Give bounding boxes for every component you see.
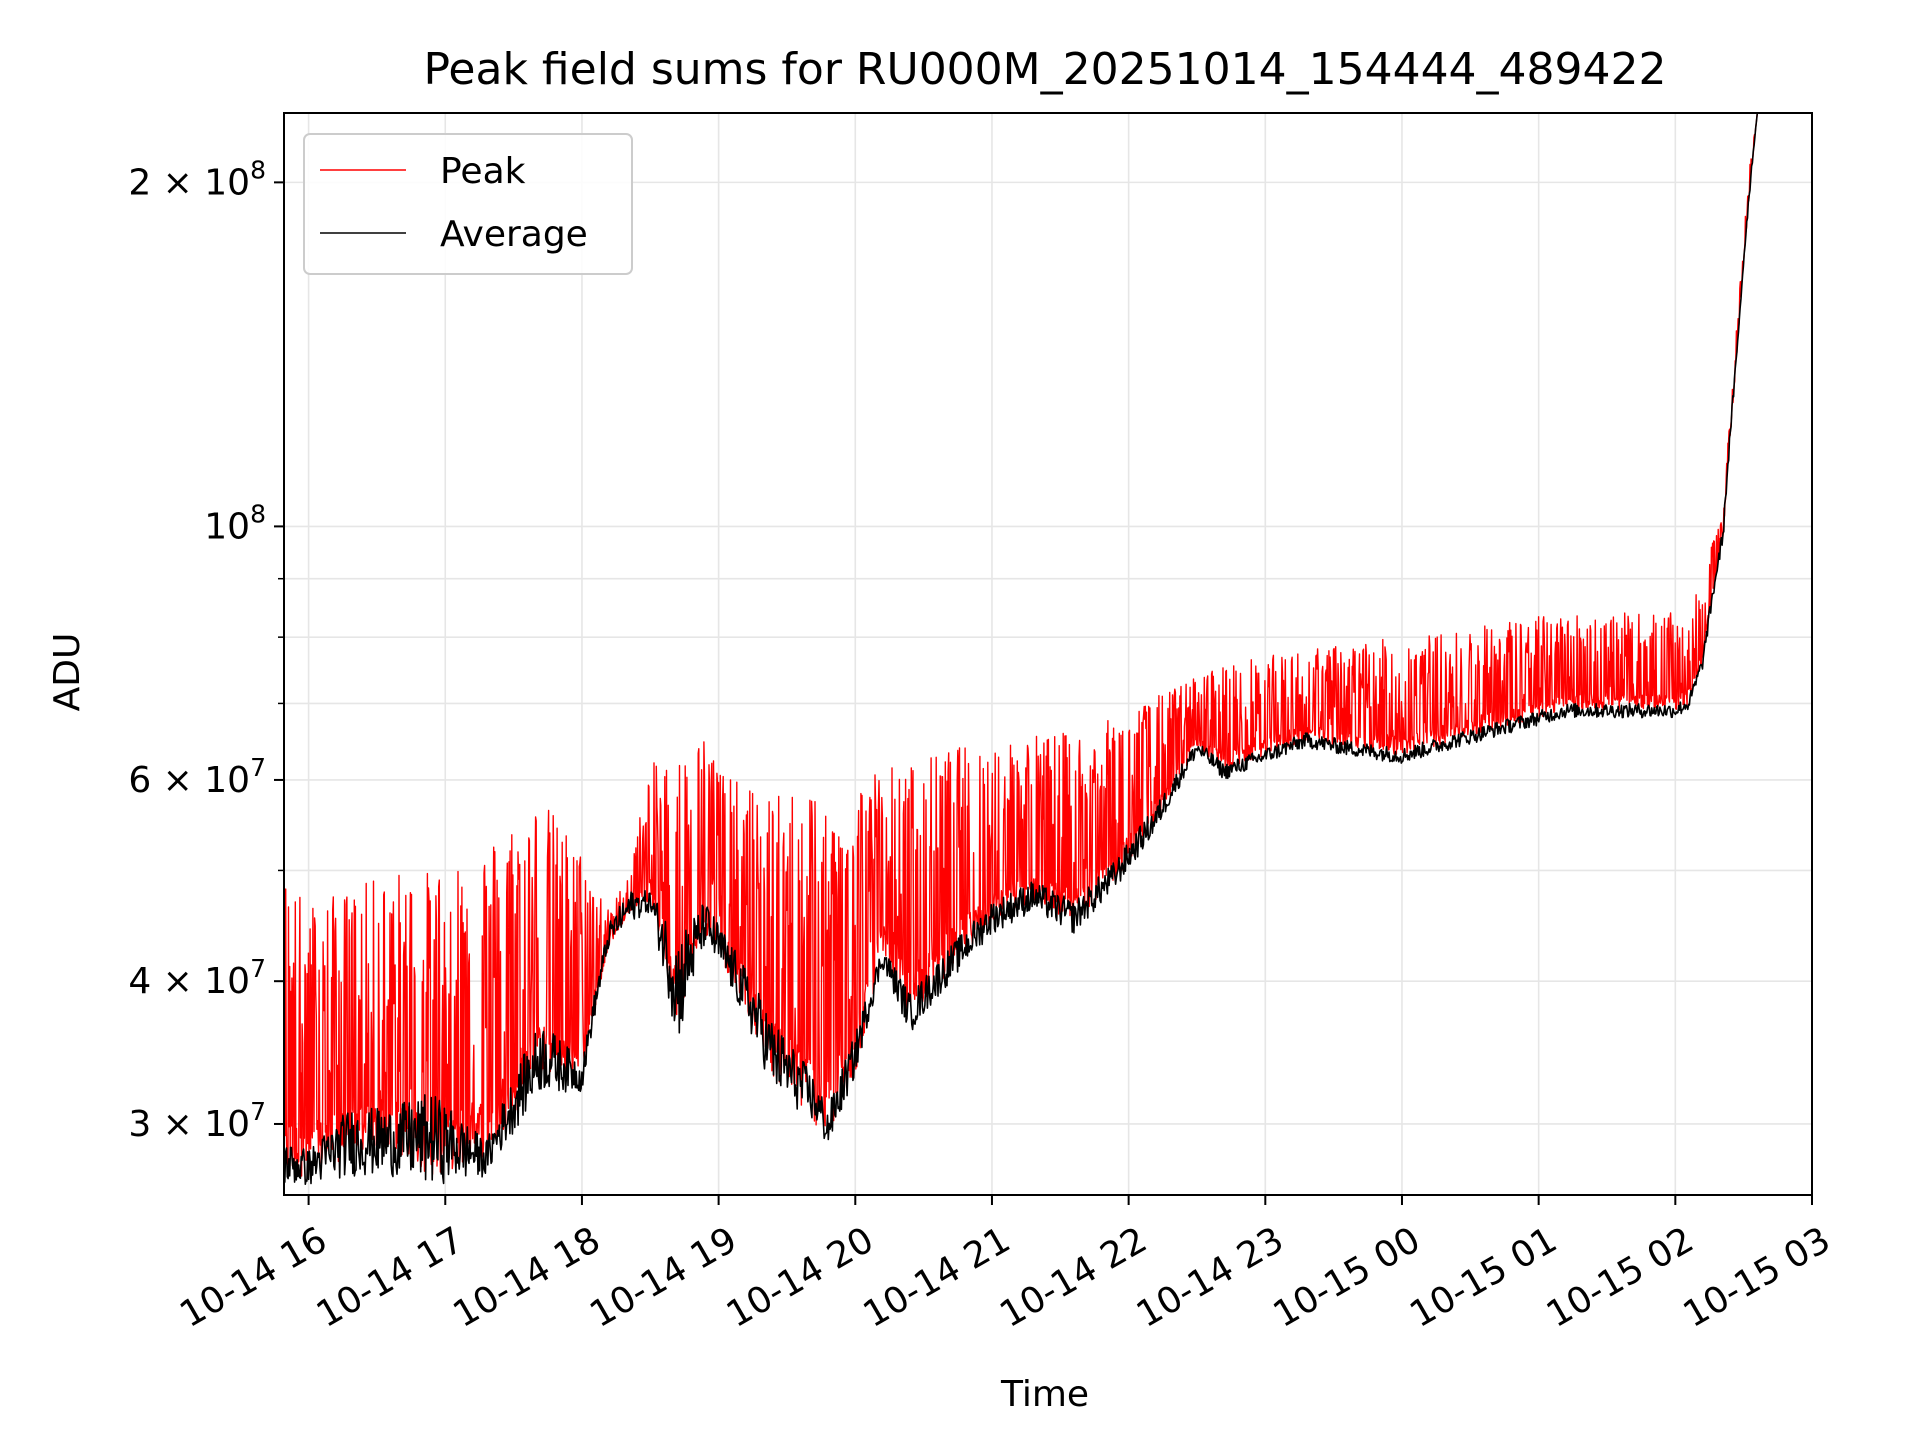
- series-line-peak: [284, 113, 1759, 1177]
- x-tick-label: 10-14 20: [720, 1219, 881, 1335]
- series-layer: [284, 113, 1759, 1185]
- y-tick-exponent: 7: [250, 1097, 266, 1126]
- x-tick-label: 10-14 23: [1130, 1219, 1291, 1335]
- x-tick-label: 10-14 17: [310, 1219, 471, 1335]
- y-tick-base: 10: [204, 760, 250, 801]
- y-tick-exponent: 8: [250, 499, 266, 528]
- y-tick-times: ×: [151, 1104, 204, 1145]
- legend-label-average: Average: [440, 214, 588, 255]
- y-tick-base: 10: [204, 506, 250, 547]
- x-tick-label: 10-15 02: [1540, 1219, 1701, 1335]
- y-tick-base: 10: [204, 1104, 250, 1145]
- legend: Peak Average: [303, 133, 633, 275]
- x-tick-label: 10-14 22: [993, 1219, 1154, 1335]
- y-tick-label: 4 × 107: [128, 954, 266, 1002]
- y-tick-mantissa: 3: [128, 1104, 151, 1145]
- x-tick-label: 10-14 18: [447, 1219, 608, 1335]
- y-tick-base: 10: [204, 961, 250, 1002]
- chart-title: Peak field sums for RU000M_20251014_1544…: [423, 44, 1666, 95]
- plot-frame: [283, 112, 1813, 1196]
- y-tick-times: ×: [151, 760, 204, 801]
- y-tick-exponent: 7: [250, 954, 266, 983]
- y-tick-label: 3 × 107: [128, 1097, 266, 1145]
- y-tick-base: 10: [204, 162, 250, 203]
- x-axis-label: Time: [1000, 1374, 1089, 1415]
- x-tick-label: 10-15 00: [1267, 1219, 1428, 1335]
- legend-box: [303, 133, 633, 275]
- x-tick-label: 10-15 01: [1403, 1219, 1564, 1335]
- y-tick-exponent: 8: [250, 155, 266, 184]
- x-tick-label: 10-14 16: [173, 1219, 334, 1335]
- y-tick-label: 2 × 108: [128, 155, 266, 203]
- x-tick-label: 10-14 19: [583, 1219, 744, 1335]
- y-tick-mantissa: 2: [128, 162, 151, 203]
- y-tick-exponent: 7: [250, 753, 266, 782]
- y-tick-times: ×: [151, 961, 204, 1002]
- x-tick-label: 10-14 21: [857, 1219, 1018, 1335]
- y-tick-label: 108: [204, 499, 266, 547]
- y-axis-label: ADU: [47, 633, 88, 712]
- y-tick-times: ×: [151, 162, 204, 203]
- y-tick-mantissa: 4: [128, 961, 151, 1002]
- series-line-average: [284, 113, 1759, 1185]
- x-tick-label: 10-15 03: [1677, 1219, 1838, 1335]
- y-tick-mantissa: 6: [128, 760, 151, 801]
- legend-label-peak: Peak: [440, 151, 526, 192]
- y-tick-label: 6 × 107: [128, 753, 266, 801]
